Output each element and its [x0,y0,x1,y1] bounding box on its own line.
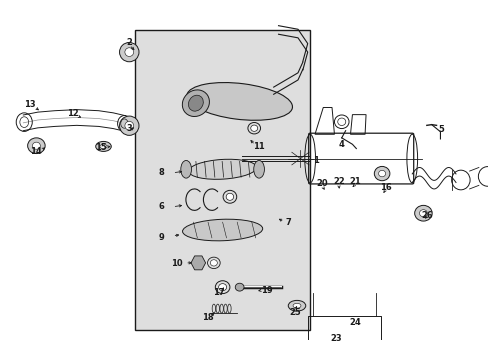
Ellipse shape [182,90,209,117]
Text: 17: 17 [213,288,224,297]
Polygon shape [191,256,205,270]
Text: 23: 23 [329,334,341,343]
Text: 11: 11 [253,141,264,150]
Text: 7: 7 [285,219,290,228]
Ellipse shape [373,166,389,181]
Ellipse shape [124,48,133,57]
Ellipse shape [292,303,300,308]
Text: 1: 1 [313,156,319,165]
Ellipse shape [188,159,256,179]
Ellipse shape [188,95,203,111]
Ellipse shape [119,42,139,62]
Text: 24: 24 [349,318,361,327]
Text: 9: 9 [159,233,164,242]
Bar [135,30,309,330]
Text: 19: 19 [260,286,272,295]
Ellipse shape [119,116,139,135]
Text: 20: 20 [316,179,327,188]
Text: 13: 13 [24,100,35,109]
Text: 25: 25 [288,309,300,318]
Text: 6: 6 [159,202,164,211]
Ellipse shape [253,161,264,178]
Ellipse shape [100,144,107,149]
Ellipse shape [32,142,40,149]
Ellipse shape [181,161,191,178]
Ellipse shape [419,210,427,217]
Text: 16: 16 [379,183,390,192]
Ellipse shape [124,121,133,130]
Text: 21: 21 [349,177,361,186]
Text: 12: 12 [67,109,79,118]
Ellipse shape [226,193,233,200]
Ellipse shape [186,82,292,120]
Ellipse shape [218,284,226,291]
Ellipse shape [378,170,385,177]
Ellipse shape [337,118,345,126]
Ellipse shape [250,125,257,131]
Text: 8: 8 [159,168,164,177]
Text: 5: 5 [438,126,444,135]
Text: 22: 22 [332,177,344,186]
Ellipse shape [414,205,431,221]
Ellipse shape [235,283,244,291]
Text: 15: 15 [95,143,107,152]
Ellipse shape [96,141,111,152]
Text: 26: 26 [420,211,432,220]
Ellipse shape [182,219,262,241]
Text: 4: 4 [338,140,344,149]
Text: 14: 14 [30,147,42,156]
Ellipse shape [287,300,305,311]
Text: 10: 10 [170,260,182,269]
Ellipse shape [28,138,45,154]
Text: 18: 18 [202,313,213,322]
Text: 3: 3 [126,124,132,133]
Text: 2: 2 [126,38,132,47]
Ellipse shape [210,260,217,266]
